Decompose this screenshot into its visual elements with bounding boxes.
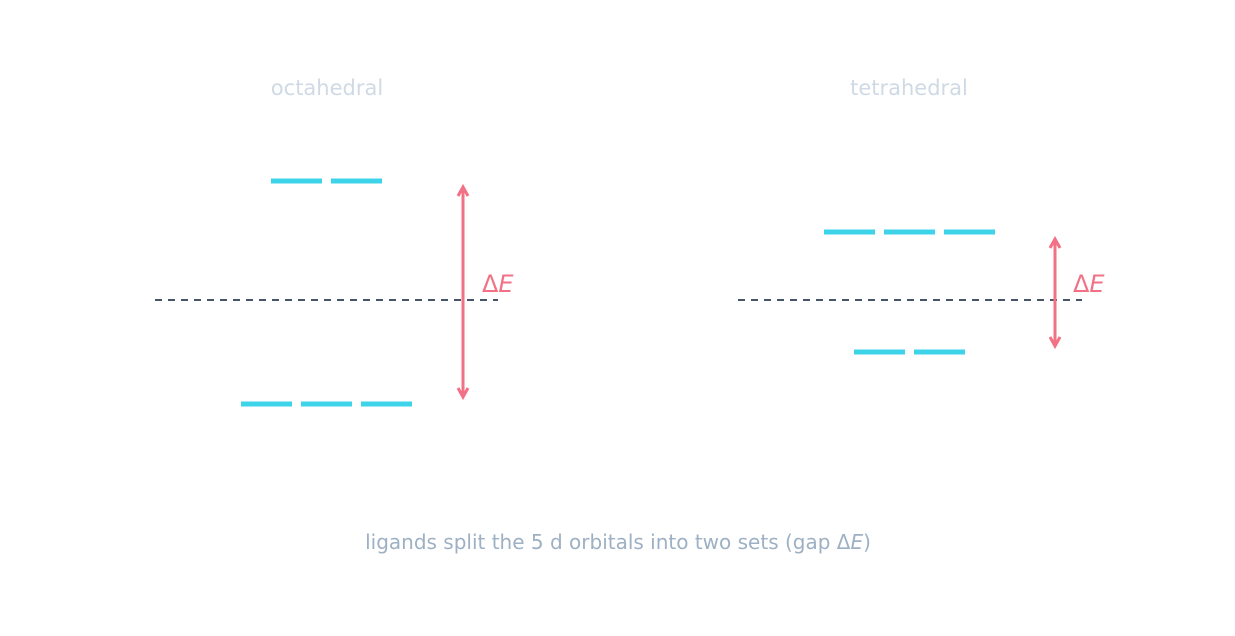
delta-variable: E (498, 270, 514, 298)
gap-arrow (456, 183, 470, 401)
caption-variable: E (850, 530, 863, 554)
panel-title: tetrahedral (850, 76, 968, 100)
gap-arrow (1048, 235, 1062, 350)
delta-symbol: Δ (1073, 270, 1090, 298)
gap-label: ΔE (482, 270, 514, 298)
arrow-head (1048, 235, 1062, 249)
delta-symbol: Δ (482, 270, 499, 298)
delta-variable: E (1089, 270, 1105, 298)
panel-title: octahedral (271, 76, 383, 100)
caption-text: ) (863, 530, 871, 554)
arrow-head (456, 183, 470, 197)
caption: ligands split the 5 d orbitals into two … (365, 530, 871, 554)
caption-text: ligands split the 5 d orbitals into two … (365, 530, 851, 554)
gap-label: ΔE (1073, 270, 1105, 298)
arrow-head (1048, 336, 1062, 350)
arrow-head (456, 387, 470, 401)
